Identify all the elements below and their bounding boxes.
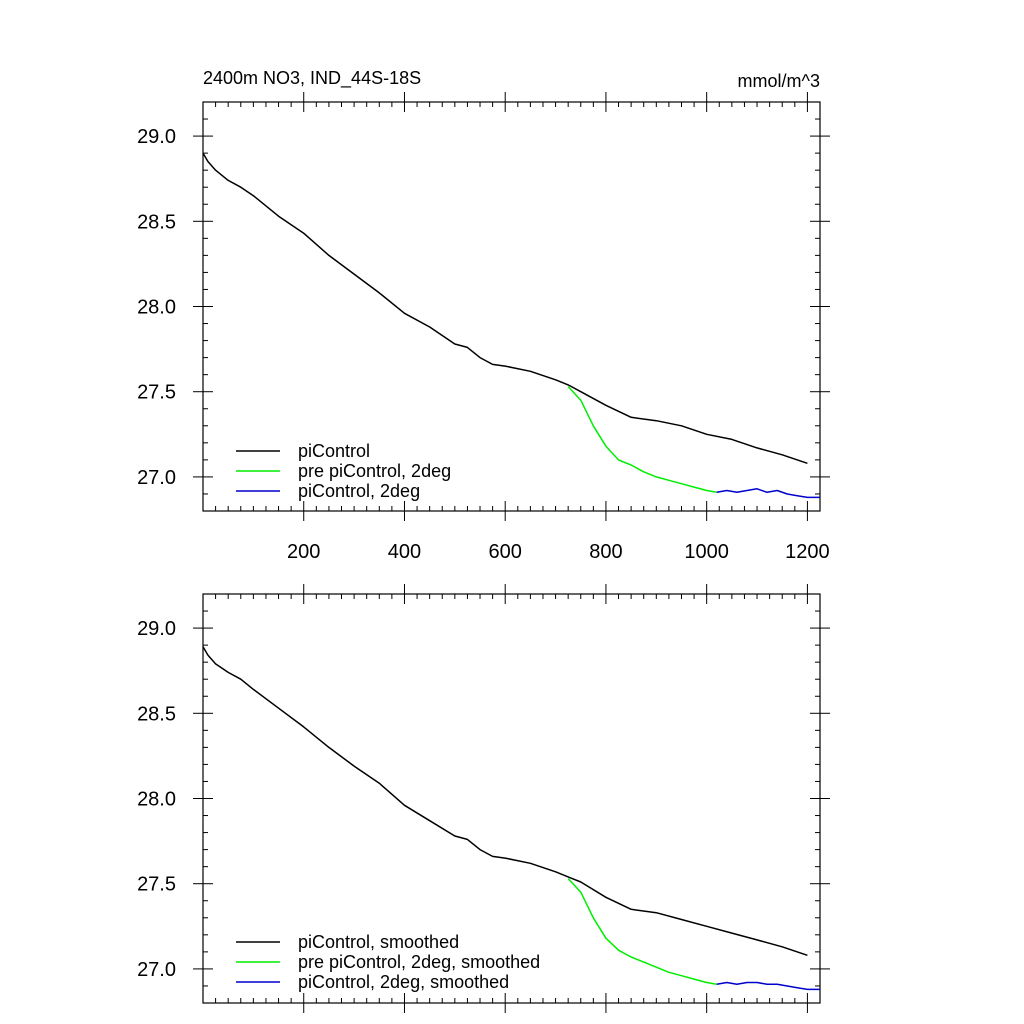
x-tick-label: 400	[388, 541, 421, 563]
plot-frame	[202, 593, 821, 1004]
series-line-2	[567, 386, 717, 494]
series-line-2	[567, 878, 717, 986]
series-line-3	[716, 981, 820, 991]
y-tick-label: 29.0	[137, 126, 176, 148]
y-tick-label: 27.0	[137, 959, 176, 981]
series-line-1	[202, 646, 808, 957]
series-line-3	[716, 488, 820, 499]
plot-frame	[202, 101, 821, 512]
legend-entry: piControl, smoothed	[298, 932, 459, 952]
y-tick-label: 29.0	[137, 618, 176, 640]
y-tick-label: 27.5	[137, 874, 176, 896]
y-tick-label: 27.5	[137, 382, 176, 404]
x-tick-label: 800	[589, 541, 622, 563]
y-tick-label: 28.5	[137, 703, 176, 725]
panel-top: 200 400 600 800 1000 1200 27.0 27.5 28.0 28.5 29.0…	[137, 92, 830, 563]
x-tick-label: 1200	[785, 541, 830, 563]
y-tick-label: 28.5	[137, 211, 176, 233]
x-tick-label: 200	[287, 541, 320, 563]
series-line-1	[202, 152, 808, 465]
x-tick-label: 1000	[684, 541, 729, 563]
legend-entry: piControl, 2deg	[298, 481, 420, 501]
legend-entry: pre piControl, 2deg	[298, 461, 451, 481]
x-tick-label: 600	[489, 541, 522, 563]
units-label: mmol/m^3	[738, 71, 820, 91]
y-tick-label: 28.0	[137, 789, 176, 811]
chart-title: 2400m NO3, IND_44S-18S	[203, 68, 421, 89]
legend-entry: piControl	[298, 441, 370, 461]
legend-entry: pre piControl, 2deg, smoothed	[298, 952, 540, 972]
y-tick-label: 27.0	[137, 467, 176, 489]
y-tick-label: 28.0	[137, 297, 176, 319]
legend-entry: piControl, 2deg, smoothed	[298, 972, 509, 992]
